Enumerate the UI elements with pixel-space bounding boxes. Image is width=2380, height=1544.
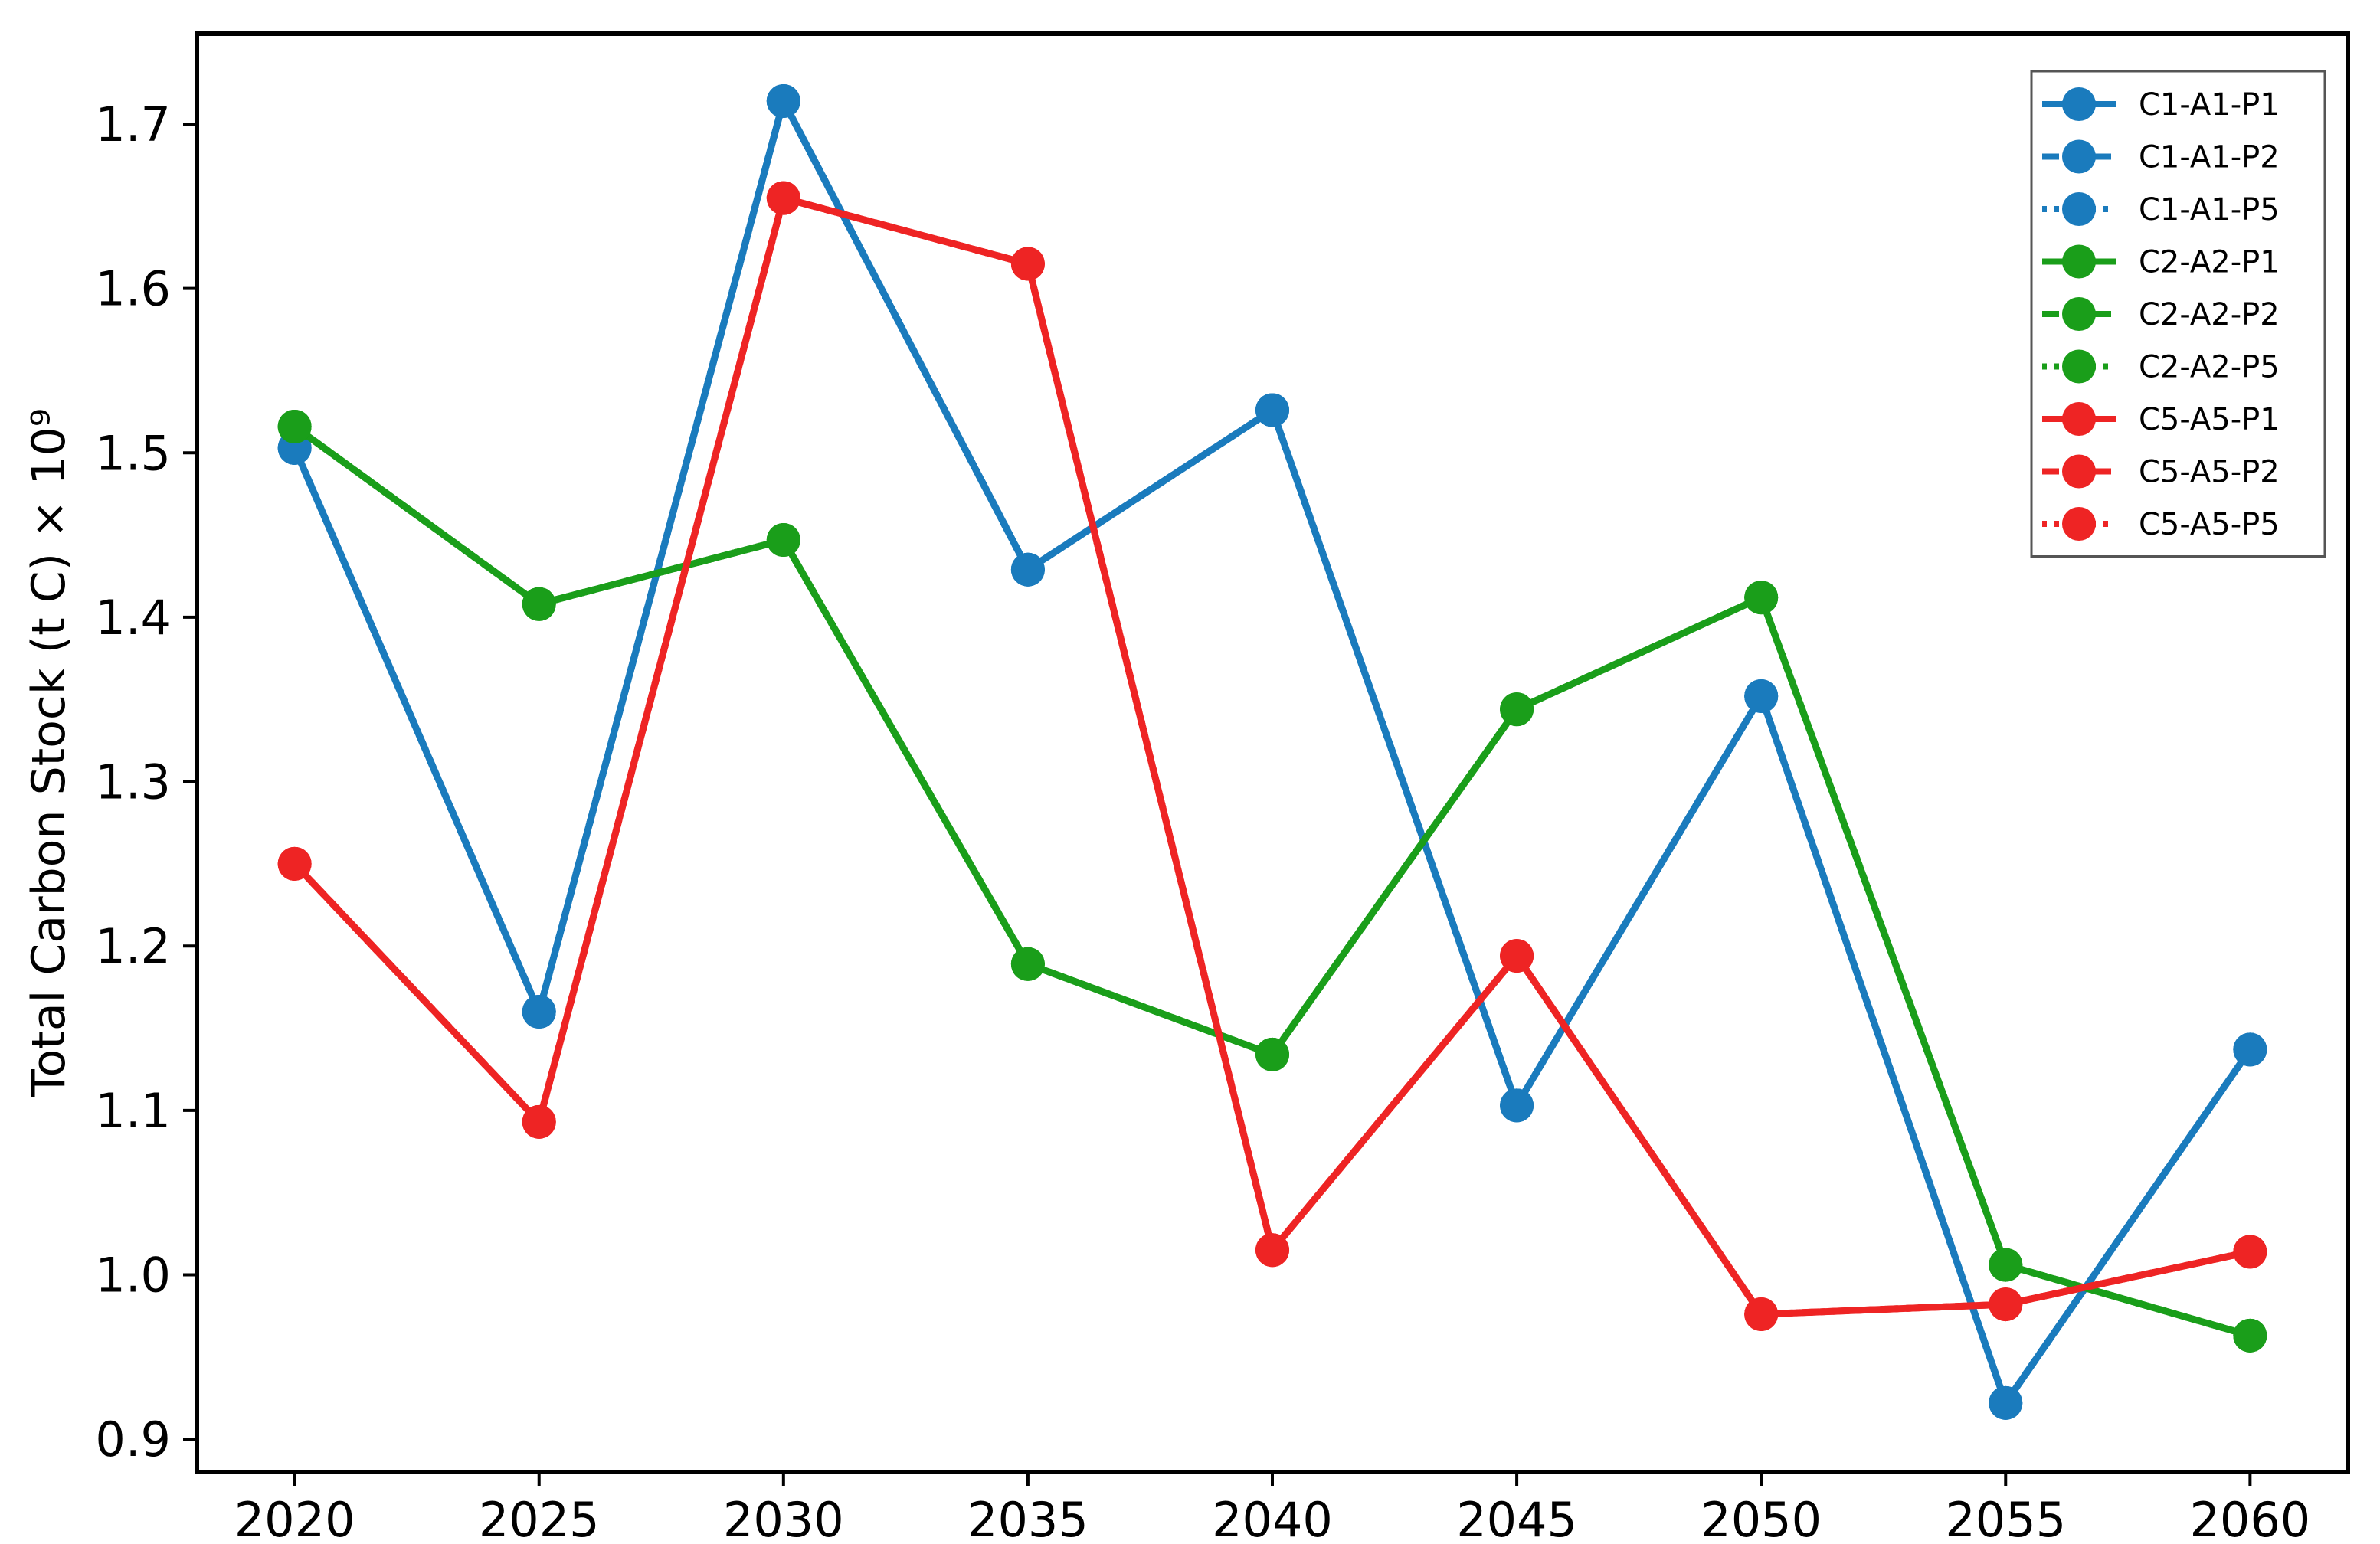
data-point [1255,1037,1289,1071]
data-point [277,409,312,443]
data-point [522,587,556,621]
data-point [2233,1318,2267,1353]
data-point [1989,1248,2023,1282]
series-C1-A1-P5 [277,83,2267,1420]
series-line [292,424,2251,1340]
data-point [1255,393,1289,427]
legend-label: C2-A2-P5 [2139,350,2280,385]
legend-label: C5-A5-P5 [2139,507,2280,542]
x-tick-label: 2055 [1945,1492,2066,1544]
legend-item: C5-A5-P2 [2042,454,2280,490]
legend-marker [2062,139,2096,174]
data-point [1010,552,1045,587]
x-tick-label: 2045 [1456,1492,1577,1544]
data-point [766,181,800,215]
legend-item: C5-A5-P1 [2042,402,2280,437]
data-point [277,846,312,881]
series-line [291,97,2254,1407]
y-tick-label: 1.0 [95,1247,171,1303]
data-point [1500,1088,1534,1123]
series-C1-A1-P1 [277,83,2267,1420]
x-tick-label: 2035 [967,1492,1089,1544]
legend-item: C2-A2-P2 [2042,297,2280,332]
y-axis: 0.9 1.0 1.1 1.2 1.3 1.4 1.5 1.6 1.7 [95,96,197,1467]
data-point [1989,1385,2023,1420]
legend-marker [2062,402,2096,436]
data-point [522,995,556,1029]
legend-label: C5-A5-P2 [2139,455,2280,490]
legend-label: C5-A5-P1 [2139,402,2280,437]
legend-label: C1-A1-P5 [2139,192,2280,227]
series-layer [277,83,2267,1420]
y-tick-label: 0.9 [95,1412,171,1467]
data-point [1744,1297,1779,1331]
legend-marker [2062,87,2096,121]
series-line [292,195,2251,1318]
x-tick-label: 2020 [234,1492,355,1544]
x-tick-label: 2050 [1701,1492,1822,1544]
legend-label: C2-A2-P1 [2139,245,2280,280]
legend-label: C1-A1-P2 [2139,140,2280,175]
data-point [1010,947,1045,981]
y-tick-label: 1.5 [95,425,171,481]
data-point [2233,1032,2267,1067]
legend-marker [2062,507,2096,541]
y-tick-label: 1.1 [95,1083,171,1139]
legend-label: C2-A2-P2 [2139,297,2280,332]
series-C5-A5-P5 [277,181,2267,1331]
data-point [1744,581,1779,615]
data-point [766,523,800,558]
data-point [1500,939,1534,973]
y-tick-label: 1.3 [95,754,171,810]
data-point [1010,247,1045,281]
data-point [1500,692,1534,727]
series-C1-A1-P2 [277,83,2267,1420]
legend-item: C2-A2-P5 [2042,349,2280,385]
legend-marker [2062,454,2096,489]
legend-item: C2-A2-P1 [2042,244,2280,280]
legend-item: C5-A5-P5 [2042,507,2280,542]
legend-marker [2062,244,2096,279]
legend-item: C1-A1-P2 [2042,139,2280,175]
y-tick-label: 1.6 [95,261,171,317]
x-axis: 2020 2025 2030 2035 2040 2045 2050 2055 2060 [234,1472,2310,1544]
series-line [291,97,2254,1407]
series-C2-A2-P5 [277,409,2267,1353]
x-tick-label: 2030 [723,1492,844,1544]
legend-item: C1-A1-P5 [2042,192,2280,227]
legend: C1-A1-P1 C1-A1-P2 C1-A1-P5 C2-A2-P1 C2-A2-P2… [2030,70,2326,558]
series-line [292,195,2251,1318]
series-line [291,97,2254,1407]
data-point [2233,1235,2267,1269]
legend-item: C1-A1-P1 [2042,87,2280,123]
legend-marker [2062,297,2096,331]
x-tick-label: 2060 [2189,1492,2310,1544]
data-point [522,1104,556,1139]
y-tick-label: 1.7 [95,96,171,152]
data-point [1744,679,1779,713]
series-line [292,195,2251,1318]
series-line [292,424,2251,1340]
y-tick-label: 1.2 [95,918,171,974]
legend-label: C1-A1-P1 [2139,87,2280,123]
x-tick-label: 2040 [1212,1492,1333,1544]
x-tick-label: 2025 [479,1492,600,1544]
data-point [1989,1287,2023,1322]
legend-marker [2062,192,2096,226]
y-tick-label: 1.4 [95,590,171,646]
legend-marker [2062,349,2096,384]
data-point [1255,1233,1289,1268]
y-axis-label: Total Carbon Stock (t C) × 10⁹ [22,408,76,1098]
data-point [766,83,800,118]
series-line [292,424,2251,1340]
